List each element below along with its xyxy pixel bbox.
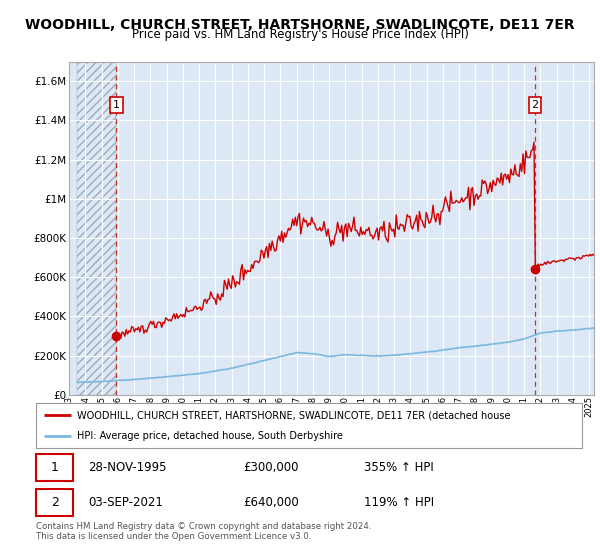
Text: WOODHILL, CHURCH STREET, HARTSHORNE, SWADLINCOTE, DE11 7ER (detached house: WOODHILL, CHURCH STREET, HARTSHORNE, SWA… — [77, 410, 511, 421]
Text: Price paid vs. HM Land Registry's House Price Index (HPI): Price paid vs. HM Land Registry's House … — [131, 28, 469, 41]
Text: 1: 1 — [113, 100, 120, 110]
Text: 2: 2 — [532, 100, 539, 110]
Text: 355% ↑ HPI: 355% ↑ HPI — [364, 461, 433, 474]
FancyBboxPatch shape — [36, 454, 73, 480]
Text: 119% ↑ HPI: 119% ↑ HPI — [364, 496, 434, 510]
Text: 28-NOV-1995: 28-NOV-1995 — [88, 461, 166, 474]
Text: HPI: Average price, detached house, South Derbyshire: HPI: Average price, detached house, Sout… — [77, 431, 343, 441]
Text: £300,000: £300,000 — [244, 461, 299, 474]
Text: WOODHILL, CHURCH STREET, HARTSHORNE, SWADLINCOTE, DE11 7ER: WOODHILL, CHURCH STREET, HARTSHORNE, SWA… — [25, 18, 575, 32]
Text: £640,000: £640,000 — [244, 496, 299, 510]
Text: 2: 2 — [50, 496, 59, 510]
FancyBboxPatch shape — [36, 489, 73, 516]
Text: 1: 1 — [50, 461, 59, 474]
Text: 03-SEP-2021: 03-SEP-2021 — [88, 496, 163, 510]
Text: Contains HM Land Registry data © Crown copyright and database right 2024.
This d: Contains HM Land Registry data © Crown c… — [36, 522, 371, 542]
